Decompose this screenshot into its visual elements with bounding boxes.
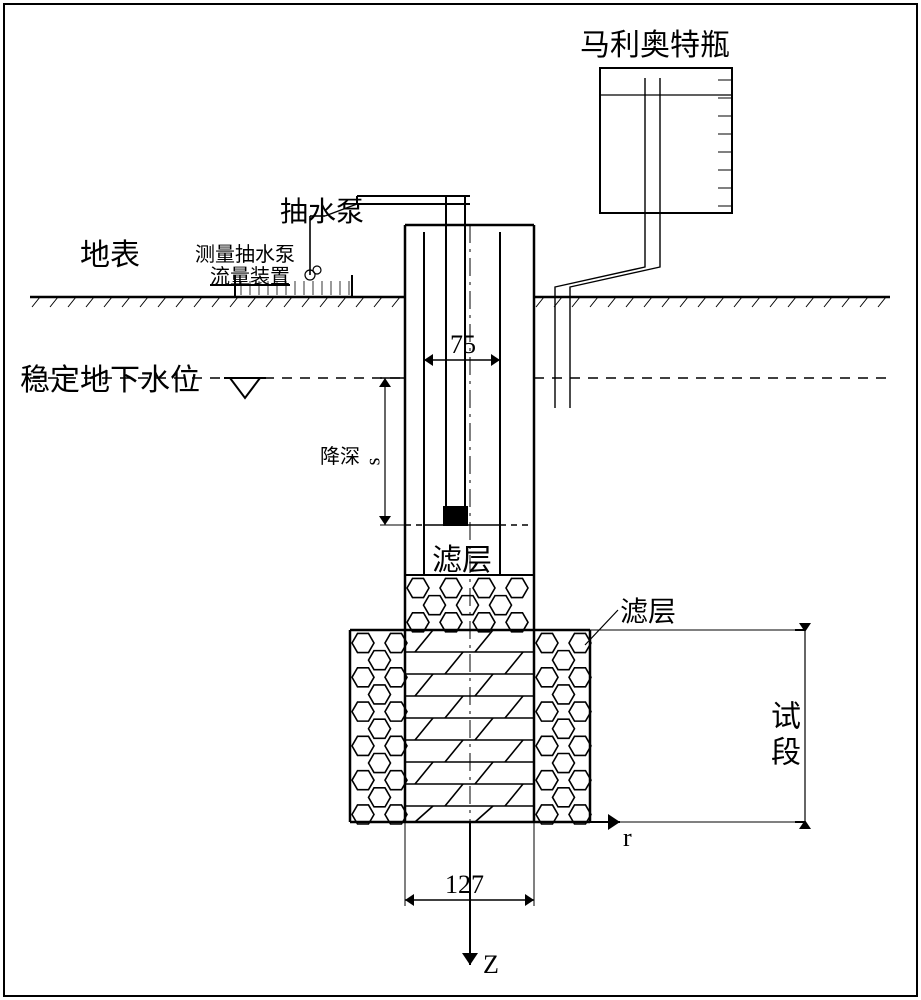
- label-dim-75: 75: [450, 330, 476, 360]
- label-filter-top: 滤层: [432, 535, 492, 579]
- label-filter-side: 滤层: [620, 590, 676, 630]
- label-drawdown-sym: s: [362, 458, 385, 466]
- label-test-section: 试段: [760, 700, 804, 772]
- label-drawdown: 降深: [320, 440, 360, 469]
- label-gwl: 稳定地下水位: [20, 355, 200, 399]
- label-dim-127: 127: [445, 870, 484, 900]
- label-flow-device-2: 流量装置: [210, 260, 290, 289]
- diagram-svg: [0, 0, 921, 1000]
- label-axis-z: Z: [483, 950, 499, 980]
- diagram-canvas: 马利奥特瓶 抽水泵 地表 测量抽水泵 流量装置 稳定地下水位 降深 s 滤层 滤…: [0, 0, 921, 1000]
- label-axis-r: r: [623, 823, 632, 853]
- label-pump: 抽水泵: [280, 190, 364, 230]
- label-ground: 地表: [80, 230, 140, 274]
- label-mariotte: 马利奥特瓶: [580, 20, 730, 64]
